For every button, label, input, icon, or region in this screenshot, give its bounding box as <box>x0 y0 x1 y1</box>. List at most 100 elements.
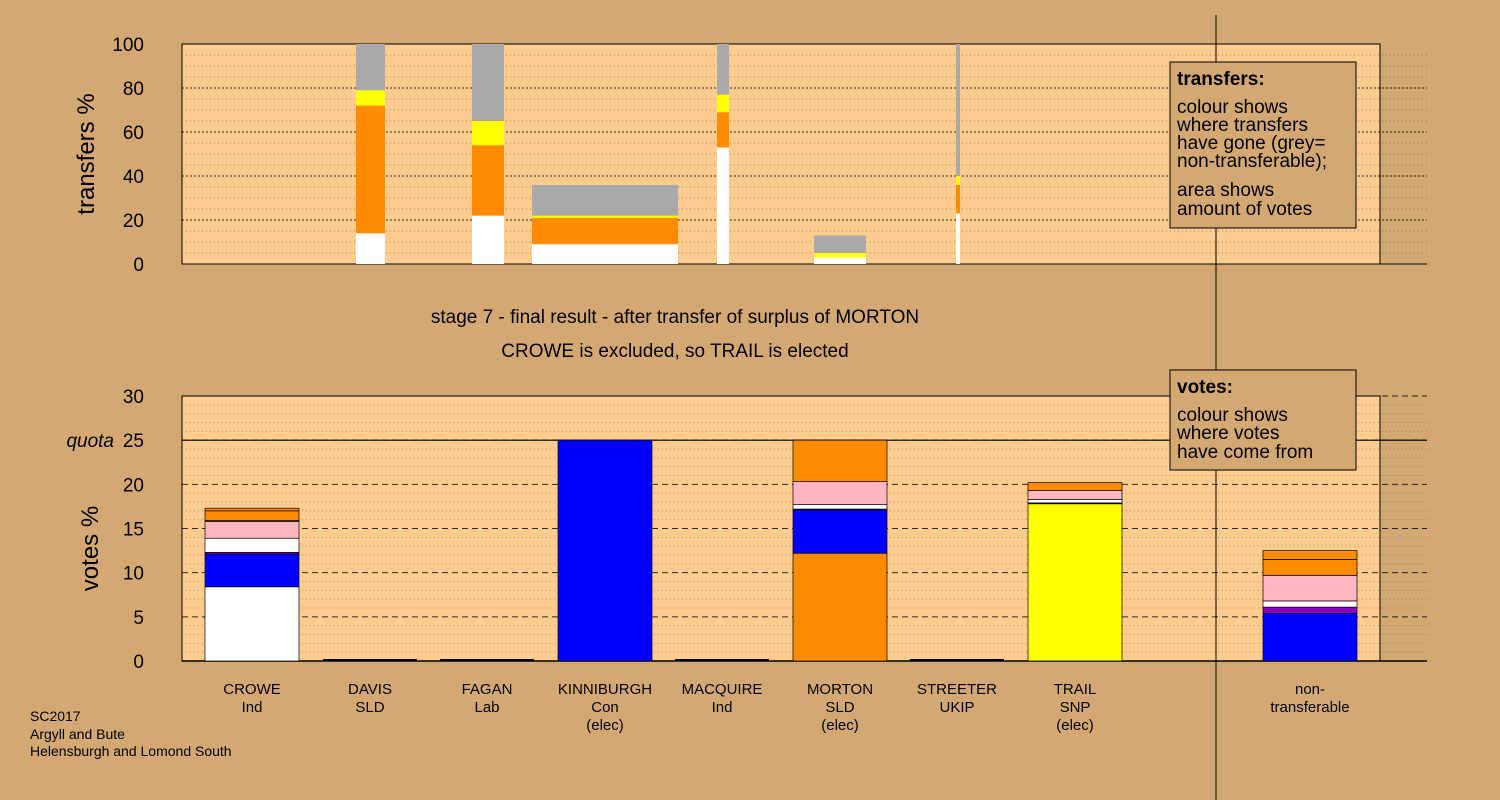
transfer-segment <box>532 215 678 218</box>
transfers-legend-line: area shows <box>1177 180 1274 201</box>
vote-segment <box>1027 490 1123 500</box>
votes-legend-line: where votes <box>1176 423 1279 444</box>
vote-segment <box>1262 606 1358 614</box>
votes-legend-line: colour shows <box>1177 405 1288 426</box>
candidate-status: (elec) <box>821 717 859 734</box>
transfer-segment <box>956 213 960 264</box>
candidate-name: FAGAN <box>462 681 513 698</box>
candidate-name: STREETER <box>917 681 997 698</box>
transfer-segment <box>717 94 729 113</box>
transfer-segment <box>472 215 504 264</box>
transfer-segment <box>472 44 504 121</box>
transfers-legend-line: amount of votes <box>1177 199 1312 220</box>
transfers-y-tick: 60 <box>123 123 144 144</box>
vote-segment <box>792 481 888 505</box>
transfers-legend-box <box>1169 61 1357 229</box>
transfer-segment <box>532 184 678 216</box>
candidate-party: Lab <box>474 699 499 716</box>
votes-legend-title: votes: <box>1177 377 1233 398</box>
transfer-segment <box>717 147 729 264</box>
candidate-party: transferable <box>1270 699 1349 716</box>
candidate-party: SNP <box>1060 699 1091 716</box>
votes-legend-box <box>1169 369 1357 471</box>
transfer-segment <box>717 112 729 148</box>
footer-election: SC2017 <box>30 708 81 724</box>
transfers-legend-line: where transfers <box>1176 115 1308 136</box>
transfer-segment <box>532 244 678 264</box>
transfer-segment <box>956 176 960 185</box>
vote-segment <box>204 537 300 553</box>
votes-y-tick: 25 <box>123 431 144 452</box>
votes-legend-line: have come from <box>1177 442 1313 463</box>
candidate-name: MACQUIRE <box>682 681 763 698</box>
votes-y-tick: 20 <box>123 475 144 496</box>
vote-segment <box>557 439 653 662</box>
transfer-segment <box>356 90 385 106</box>
vote-segment <box>204 507 300 512</box>
candidate-party: Ind <box>242 699 263 716</box>
candidate-name: non- <box>1295 681 1325 698</box>
transfers-legend-line: have gone (grey= <box>1177 133 1325 154</box>
candidate-party: UKIP <box>939 699 974 716</box>
vote-segment <box>1027 499 1123 504</box>
transfers-y-title: transfers % <box>73 93 100 214</box>
candidate-party: SLD <box>825 699 854 716</box>
vote-segment <box>1027 503 1123 662</box>
votes-y-tick: 5 <box>133 608 144 629</box>
candidate-party: Ind <box>712 699 733 716</box>
transfer-segment <box>717 44 729 95</box>
quota-label: quota <box>66 431 114 452</box>
vote-segment <box>1262 574 1358 602</box>
votes-legend: votes: colour shows where votes have com… <box>1169 369 1357 471</box>
transfer-segment <box>814 253 866 258</box>
votes-y-tick: 30 <box>123 387 144 408</box>
votes-y-tick: 0 <box>133 652 144 673</box>
candidate-status: (elec) <box>586 717 624 734</box>
footer-council: Argyll and Bute <box>30 726 125 742</box>
vote-segment <box>792 552 888 662</box>
transfers-legend-title: transfers: <box>1177 69 1265 90</box>
transfers-legend: transfers: colour shows where transfers … <box>1169 61 1357 229</box>
transfer-segment <box>356 233 385 264</box>
candidate-status: (elec) <box>1056 717 1094 734</box>
vote-segment <box>204 510 300 521</box>
vote-segment <box>204 553 300 588</box>
vote-segment <box>1262 550 1358 560</box>
transfers-y-tick: 80 <box>123 79 144 100</box>
vote-segment <box>204 586 300 662</box>
vote-segment <box>1262 600 1358 608</box>
transfers-y-tick: 100 <box>112 35 144 56</box>
candidate-name: MORTON <box>807 681 873 698</box>
transfer-segment <box>356 44 385 91</box>
stage-caption: stage 7 - final result - after transfer … <box>431 307 919 328</box>
transfer-segment <box>356 105 385 234</box>
transfers-y-tick: 20 <box>123 211 144 232</box>
votes-y-title: votes % <box>77 506 104 591</box>
candidate-name: TRAIL <box>1054 681 1097 698</box>
result-caption: CROWE is excluded, so TRAIL is elected <box>501 341 848 362</box>
candidate-name: CROWE <box>223 681 281 698</box>
vote-segment <box>1262 612 1358 662</box>
transfers-legend-line: colour shows <box>1177 97 1288 118</box>
transfers-y-tick: 40 <box>123 167 144 188</box>
transfer-segment <box>814 235 866 253</box>
transfer-segment <box>956 44 960 176</box>
candidate-name: KINNIBURGH <box>558 681 652 698</box>
transfer-segment <box>472 145 504 216</box>
vote-segment <box>1027 482 1123 491</box>
transfers-y-tick: 0 <box>133 255 144 276</box>
transfer-segment <box>532 217 678 245</box>
footer-ward: Helensburgh and Lomond South <box>30 743 232 759</box>
vote-segment <box>792 504 888 510</box>
vote-segment <box>1262 559 1358 576</box>
transfers-legend-line: non-transferable); <box>1177 151 1327 172</box>
candidate-party: Con <box>591 699 619 716</box>
candidate-party: SLD <box>355 699 384 716</box>
transfer-segment <box>814 257 866 264</box>
transfer-segment <box>472 121 504 146</box>
transfer-segment <box>956 184 960 214</box>
vote-segment <box>792 509 888 554</box>
vote-segment <box>204 521 300 539</box>
